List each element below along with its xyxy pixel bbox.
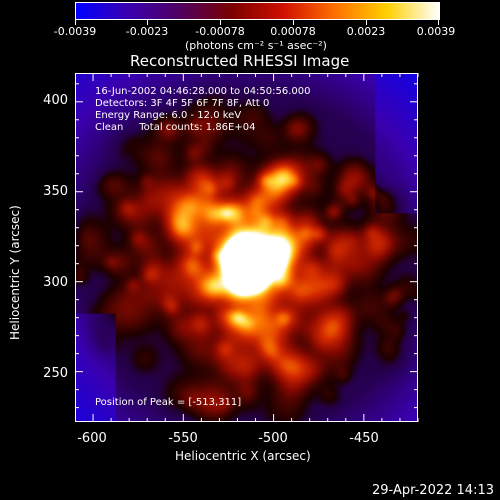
rhessi-image-plot: 16-Jun-2002 04:46:28.000 to 04:50:56.000… — [75, 73, 418, 422]
x-tick-label: -550 — [168, 431, 198, 446]
x-tick-label: -500 — [258, 431, 288, 446]
colorbar-tick — [366, 20, 367, 25]
colorbar-tick — [220, 20, 221, 25]
colorbar-tick-label: -0.00078 — [195, 25, 245, 38]
x-tick-label: -450 — [349, 431, 379, 446]
colorbar-tick-label: 0.00078 — [270, 25, 316, 38]
plot-timestamp: 29-Apr-2022 14:13 — [372, 483, 494, 498]
y-axis-label: Heliocentric Y (arcsec) — [8, 205, 22, 340]
peak-position-annotation: Position of Peak = [-513,311] — [95, 397, 242, 408]
y-tick-label: 400 — [43, 93, 68, 108]
colorbar-tick-label: 0.0039 — [416, 25, 456, 38]
plot-title: Reconstructed RHESSI Image — [130, 52, 350, 70]
colorbar — [75, 2, 440, 20]
time-range-annotation: 16-Jun-2002 04:46:28.000 to 04:50:56.000 — [95, 86, 311, 97]
colorbar-units: (photons cm⁻² s⁻¹ asec⁻²) — [185, 39, 327, 52]
colorbar-tick-label: -0.0039 — [53, 25, 97, 38]
clean-counts-annotation: Clean Total counts: 1.86E+04 — [95, 122, 256, 133]
x-tick-label: -600 — [77, 431, 107, 446]
y-tick-label: 250 — [43, 366, 68, 381]
colorbar-tick — [293, 20, 294, 25]
rhessi-image — [76, 74, 417, 421]
colorbar-tick — [75, 20, 76, 25]
y-tick-label: 300 — [43, 275, 68, 290]
energy-range-annotation: Energy Range: 6.0 - 12.0 keV — [95, 110, 242, 121]
colorbar-tick-label: 0.0023 — [346, 25, 386, 38]
colorbar-ticks — [75, 20, 440, 26]
x-axis-label: Heliocentric X (arcsec) — [175, 449, 311, 463]
colorbar-tick — [147, 20, 148, 25]
colorbar-tick — [438, 20, 439, 25]
y-tick-label: 350 — [43, 184, 68, 199]
detectors-annotation: Detectors: 3F 4F 5F 6F 7F 8F, Att 0 — [95, 98, 270, 109]
colorbar-tick-label: -0.0023 — [125, 25, 169, 38]
